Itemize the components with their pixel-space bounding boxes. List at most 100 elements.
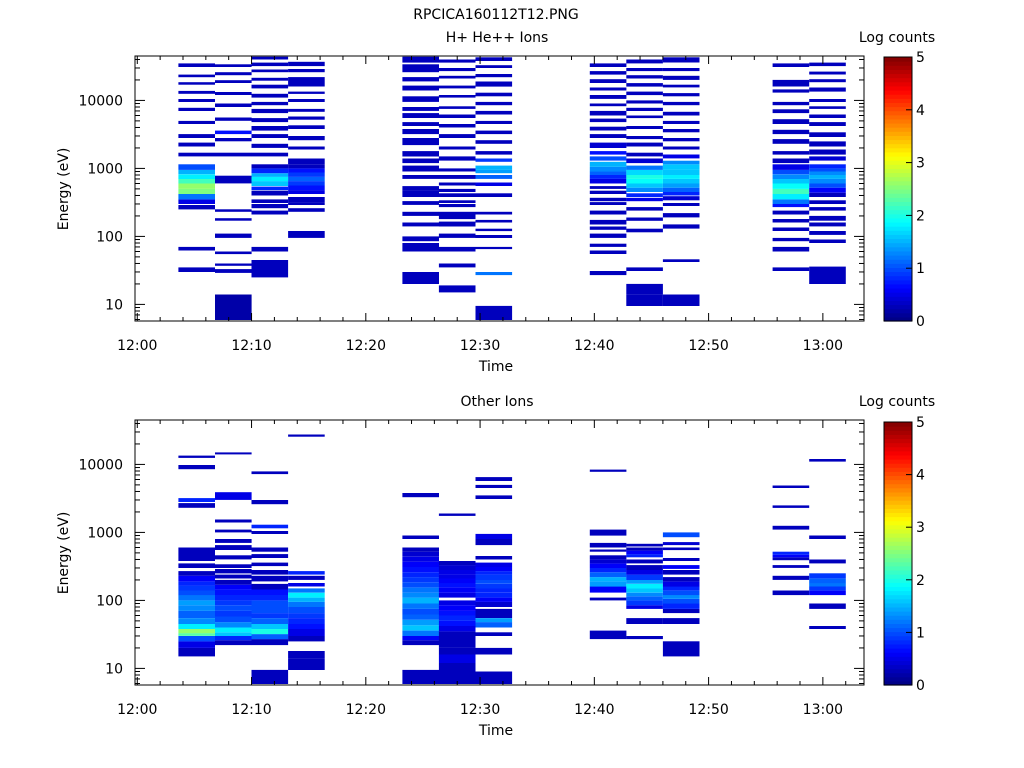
colorbar-swatch (884, 430, 912, 435)
x-axis: 12:00 12:10 12:20 12:30 12:40 12:50 13:00 (117, 56, 847, 354)
spectrogram-cell (626, 75, 663, 79)
spectrogram-cell (178, 90, 215, 94)
spectrogram-cell (288, 434, 325, 437)
spectrogram-cell (402, 625, 439, 631)
colorbar-swatch (884, 479, 912, 485)
spectrogram-cell (251, 152, 289, 157)
colorbar-swatch (884, 131, 912, 136)
spectrogram-cell (438, 615, 476, 621)
spectrogram-cell (251, 168, 289, 174)
spectrogram-cell (402, 572, 439, 578)
spectrogram-cell (589, 555, 627, 560)
spectrogram-cell (288, 125, 325, 129)
spectrogram-cell (178, 547, 215, 556)
colorbar-tick-label: 0 (916, 314, 925, 330)
spectrogram-cell (662, 577, 700, 582)
spectrogram-cell (772, 164, 810, 170)
spectrogram-cell (178, 199, 215, 204)
spectrogram-cell (475, 571, 513, 575)
spectrogram-cell (215, 636, 252, 641)
colorbar-swatch (884, 643, 912, 649)
spectrogram-cell (251, 93, 289, 98)
x-tick-label: 12:40 (574, 702, 614, 718)
spectrogram-cell (475, 562, 513, 567)
spectrogram-cell (402, 493, 439, 498)
spectrogram-cell (178, 120, 215, 124)
spectrogram-cell (215, 545, 252, 550)
colorbar-swatch (884, 213, 912, 219)
spectrogram-cell (178, 590, 215, 596)
spectrogram-cell (662, 608, 700, 614)
colorbar-swatch (884, 238, 912, 244)
spectrogram-cell (251, 629, 289, 635)
colorbar-swatch (884, 590, 912, 596)
spectrogram-cell (288, 91, 325, 94)
colorbar-tick-label: 1 (916, 625, 925, 641)
spectrogram-cell (402, 175, 439, 179)
spectrogram-cell (288, 164, 325, 169)
colorbar-swatch (884, 271, 912, 277)
spectrogram-cell (251, 246, 289, 252)
colorbar-swatch (884, 296, 912, 301)
spectrogram-cell (626, 142, 663, 147)
spectrogram-cell (475, 477, 513, 481)
spectrogram-cell (251, 134, 289, 138)
spectrogram-cell (772, 485, 810, 488)
spectrogram-cell (402, 636, 439, 641)
colorbar-swatch (884, 85, 912, 91)
colorbar-swatch (884, 127, 912, 132)
spectrogram-cell (772, 219, 810, 223)
colorbar-swatch (884, 487, 912, 493)
spectrogram-cell (626, 565, 663, 570)
colorbar-swatch (884, 135, 912, 141)
spectrogram-cell (662, 111, 700, 116)
spectrogram-cell (288, 597, 325, 602)
spectrogram-cell (215, 539, 252, 543)
spectrogram-cell (215, 72, 252, 76)
spectrogram-cell (626, 152, 663, 157)
spectrogram-cell (178, 563, 215, 568)
spectrogram-cell (215, 589, 252, 595)
spectrogram-cell (626, 588, 663, 593)
spectrogram-cell (288, 136, 325, 141)
spectrogram-cell (475, 272, 513, 276)
spectrogram-cell (809, 141, 846, 147)
spectrogram-cell (475, 495, 513, 499)
spectrogram-cell (215, 138, 252, 142)
colorbar-swatch (884, 81, 912, 87)
spectrogram-cell (288, 69, 325, 73)
spectrogram-cell (772, 178, 810, 184)
spectrogram-cell (475, 211, 513, 215)
spectrogram-cell (251, 204, 289, 209)
colorbar-swatch (884, 446, 912, 452)
spectrogram-cell (178, 267, 215, 272)
colorbar-tick-label: 4 (916, 103, 925, 119)
colorbar-swatch (884, 463, 912, 468)
spectrogram-cell (288, 190, 325, 194)
spectrogram-cell (589, 63, 627, 67)
spectrogram-cell (626, 68, 663, 72)
spectrogram-cell (178, 556, 215, 561)
colorbar-label: Log counts (859, 394, 935, 410)
colorbar-swatch (884, 668, 912, 674)
colorbar-frame (883, 421, 913, 686)
spectrogram-cell (589, 250, 627, 254)
spectrogram-cell (288, 185, 325, 191)
colorbar-swatch (884, 574, 912, 579)
colorbar-swatch (884, 312, 912, 318)
spectrogram-cell (215, 103, 252, 107)
colorbar-swatch (884, 578, 912, 583)
spectrogram-cell (626, 618, 663, 624)
colorbar-swatch (884, 316, 912, 322)
spectrogram-cell (809, 603, 846, 609)
spectrogram-cell (251, 164, 289, 169)
spectrogram-cell (438, 233, 476, 238)
panel-title: H+ He++ Ions (446, 30, 549, 46)
spectrogram-cell (475, 539, 513, 546)
spectrogram-cell (809, 156, 846, 161)
spectrogram-cell (475, 182, 513, 186)
spectrogram-cell (662, 93, 700, 97)
spectrogram-cell (626, 193, 663, 197)
spectrogram-cell (402, 96, 439, 102)
spectrogram-cell (475, 81, 513, 87)
